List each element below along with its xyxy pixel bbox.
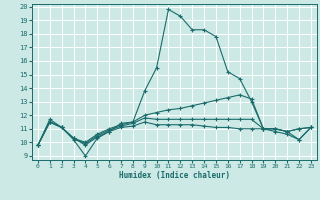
X-axis label: Humidex (Indice chaleur): Humidex (Indice chaleur)	[119, 171, 230, 180]
